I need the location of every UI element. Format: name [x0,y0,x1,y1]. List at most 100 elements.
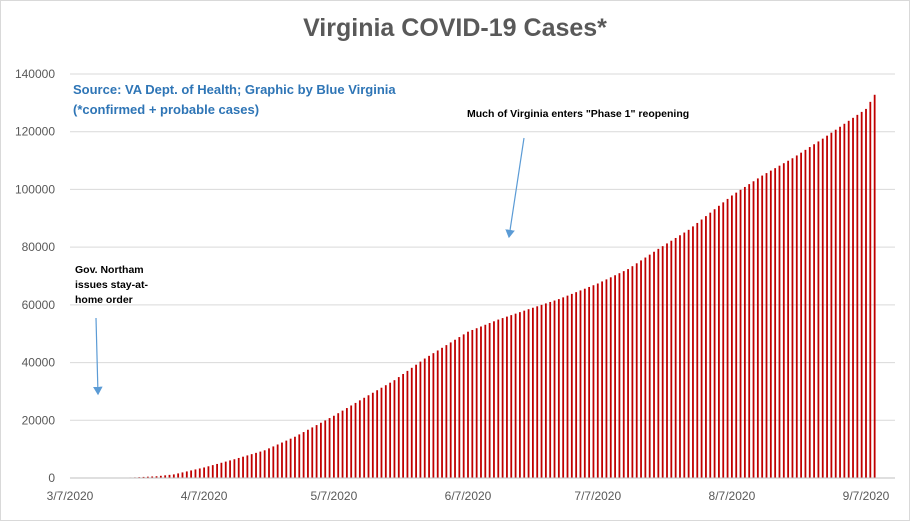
data-bar [592,285,595,478]
data-bar [467,331,469,478]
data-bar [834,129,837,478]
data-bar [337,413,340,478]
cases-note-line: (*confirmed + probable cases) [73,102,260,117]
data-bar [609,277,612,478]
data-bar [640,260,642,478]
data-bar [506,316,508,478]
data-bar [782,163,785,479]
x-tick-label: 7/7/2020 [574,489,621,503]
data-bar [523,310,526,478]
data-bar [441,347,443,478]
data-bar [272,446,275,478]
data-bar [263,450,266,478]
data-bar [233,459,236,478]
data-bar [743,186,746,478]
x-tick-label: 9/7/2020 [843,489,890,503]
y-tick-label: 0 [48,471,55,485]
data-bar [510,315,513,478]
data-bar [830,132,833,478]
data-bar [865,108,867,478]
data-bar [765,173,768,478]
data-bar [229,460,231,478]
data-bar [207,466,210,478]
data-bar [852,117,854,479]
data-bar [575,292,578,478]
data-bar [432,353,435,478]
data-bar [497,319,500,478]
data-bar [570,293,573,478]
data-bar [519,312,521,478]
data-bar [679,235,681,478]
data-bar [713,209,716,478]
data-bar [493,321,495,478]
data-bar [761,175,764,478]
data-bar [826,135,828,478]
data-bar [250,454,253,478]
data-bar [808,147,811,478]
data-bar [709,212,712,478]
annotation-line: home order [75,294,133,306]
phase1-annotation: Much of Virginia enters "Phase 1" reopen… [467,108,690,120]
data-bar [350,405,353,478]
data-bar [298,434,301,478]
data-bar [501,318,504,478]
source-line: Source: VA Dept. of Health; Graphic by B… [73,82,396,97]
data-bar [198,468,201,478]
data-bar [168,474,171,478]
chart-subtitle: Source: VA Dept. of Health; Graphic by B… [73,80,396,120]
data-bar [142,476,145,478]
data-bar [363,397,366,478]
data-bar [860,111,863,478]
data-bar [795,155,798,478]
data-bar [345,408,348,478]
data-bar [445,345,448,478]
data-bar [700,219,703,479]
data-bar [181,472,184,478]
data-bar [696,222,699,478]
y-tick-label: 100000 [15,182,55,196]
data-bar [583,288,586,478]
phase1-arrow [505,137,525,239]
data-bar [384,385,387,478]
annotation-line: issues stay-at- [75,279,148,291]
data-bar [419,361,422,478]
data-bar [488,323,491,478]
data-bar [159,475,162,478]
data-bar [653,251,655,478]
data-bar [748,184,751,479]
data-bar [683,232,686,478]
data-bar [648,254,651,478]
data-bar [657,248,660,478]
data-bar [185,471,188,478]
y-tick-label: 120000 [15,125,55,139]
data-bar [389,382,392,478]
stay-home-arrow [93,317,103,396]
data-bar [332,415,335,478]
x-tick-label: 5/7/2020 [311,489,358,503]
data-bar [289,438,292,478]
data-bar [423,358,426,478]
data-bar [220,462,223,478]
data-bar [354,402,357,478]
annotation-line: Gov. Northam [75,264,144,276]
data-bar [155,476,158,478]
data-bar [531,307,534,478]
data-bar [705,216,707,478]
data-bar [146,476,149,478]
data-bar [216,463,218,478]
data-bar [211,465,214,478]
data-bar [367,395,370,478]
data-bar [224,461,227,478]
data-bar [726,198,729,478]
data-bar [557,299,560,478]
data-bar [735,192,738,478]
data-bar [670,240,673,478]
data-bar [242,456,244,478]
data-bar [553,300,556,478]
data-bar [302,432,305,478]
data-bar [847,120,850,479]
data-bar [462,334,465,478]
y-tick-label: 20000 [22,413,56,427]
data-bar [415,364,417,478]
data-bar [471,329,474,478]
